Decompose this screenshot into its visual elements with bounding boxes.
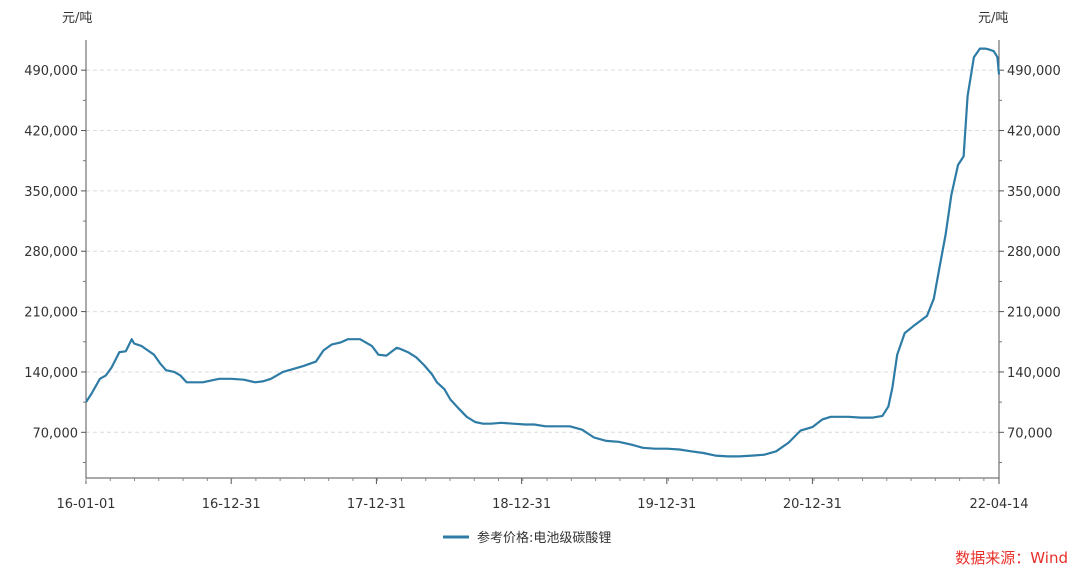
legend: 参考价格:电池级碳酸锂 xyxy=(443,530,611,546)
series-group xyxy=(85,47,1001,458)
legend-label: 参考价格:电池级碳酸锂 xyxy=(477,530,611,546)
x-tick-label: 19-12-31 xyxy=(637,497,696,512)
y-tick-label-left: 70,000 xyxy=(33,426,79,441)
axes xyxy=(85,40,1000,479)
y-tick-label-left: 140,000 xyxy=(24,366,78,381)
x-tick-label: 20-12-31 xyxy=(783,497,842,512)
horizontal-gridlines xyxy=(86,69,999,433)
x-tick-label: 18-12-31 xyxy=(492,497,551,512)
y-tick-label-right: 140,000 xyxy=(1007,366,1061,381)
x-tick-label: 17-12-31 xyxy=(347,497,406,512)
x-tick-label: 22-04-14 xyxy=(969,497,1028,512)
y-tick-label-right: 280,000 xyxy=(1007,245,1061,260)
y-axis-left-ticks: 70,000 140,000 210,000 280,000 350,000 420,00… xyxy=(24,64,86,463)
y-axis-right-ticks: 70,000 140,000 210,000 280,000 350,000 420,00… xyxy=(999,64,1061,463)
y-tick-label-left: 210,000 xyxy=(24,306,78,321)
y-tick-label-left: 420,000 xyxy=(24,125,78,140)
y-tick-label-right: 350,000 xyxy=(1007,185,1061,200)
y-tick-label-right: 490,000 xyxy=(1007,64,1061,79)
x-tick-label: 16-01-01 xyxy=(56,497,115,512)
y-axis-left-unit: 元/吨 xyxy=(62,11,92,26)
x-tick-label: 16-12-31 xyxy=(202,497,261,512)
y-tick-label-right: 420,000 xyxy=(1007,125,1061,140)
y-tick-label-left: 280,000 xyxy=(24,245,78,260)
x-axis-ticks: 16-01-01 16-12-31 17-12-31 18-12-31 19-12-31… xyxy=(56,478,1029,512)
y-tick-label-left: 490,000 xyxy=(24,64,78,79)
y-tick-label-right: 70,000 xyxy=(1007,426,1053,441)
y-axis-right-unit: 元/吨 xyxy=(978,11,1008,26)
series-line-0 xyxy=(85,47,1001,458)
y-tick-label-left: 350,000 xyxy=(24,185,78,200)
source-watermark: 数据来源：Wind xyxy=(955,549,1068,567)
y-tick-label-right: 210,000 xyxy=(1007,306,1061,321)
